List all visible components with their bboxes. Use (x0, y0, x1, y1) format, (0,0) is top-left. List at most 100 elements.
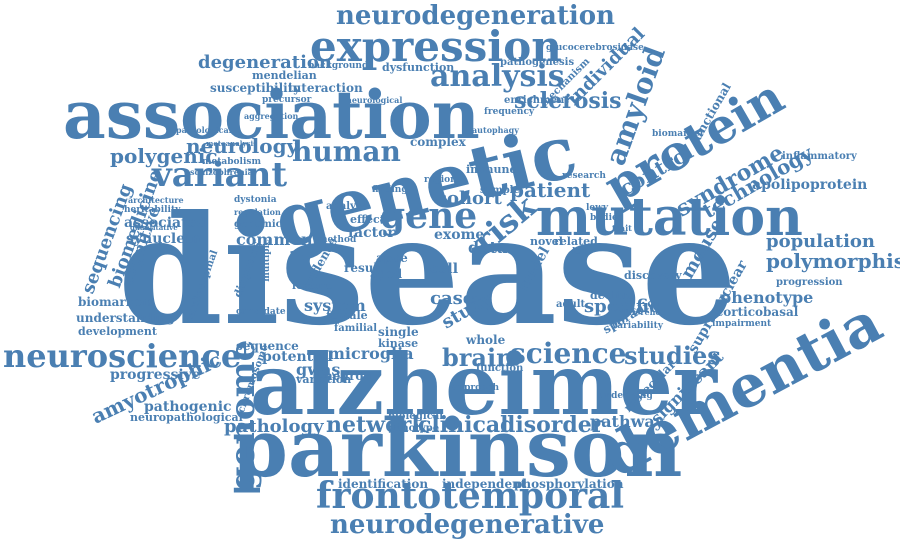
cloud-word-discovery: discovery (624, 269, 682, 282)
cloud-word-neurodegenerative: neurodegenerative (330, 510, 605, 540)
cloud-word-variability: variability (612, 321, 663, 331)
cloud-word-specific: specific (584, 296, 661, 317)
cloud-word-quantitative: quantitative (130, 223, 178, 232)
cloud-word-cell: cell (430, 261, 459, 277)
cloud-word-feature: feature (292, 281, 333, 292)
cloud-word-corticobasal: corticobasal (716, 305, 799, 319)
cloud-word-expression: expression (310, 22, 562, 71)
cloud-word-related: related (554, 235, 598, 248)
cloud-word-studies: studies (624, 341, 721, 370)
cloud-word-mendelian: mendelian (252, 69, 317, 82)
cloud-word-disease: disease (118, 183, 737, 359)
cloud-word-underlying: underlying (598, 391, 653, 401)
cloud-word-brain: brain (442, 343, 514, 372)
cloud-word-single: single (378, 325, 419, 339)
cloud-word-polymorphism: polymorphism (766, 249, 900, 273)
cloud-word-aged: aged (370, 267, 403, 281)
cloud-word-dysfunction: dysfunction (382, 61, 455, 74)
cloud-word-pathological: pathological (176, 125, 232, 135)
cloud-word-progression: progression (776, 277, 843, 288)
cloud-word-disorder: disorder (500, 412, 604, 438)
cloud-word-factor: factor (348, 225, 395, 241)
cloud-word-difference: difference (620, 307, 666, 317)
cloud-word-enrichment: enrichment (504, 95, 569, 106)
cloud-word-genomic: genomic (234, 219, 282, 230)
cloud-word-novel: novel (530, 235, 563, 248)
cloud-word-glucocerebrosidase: glucocerebrosidase (546, 43, 644, 53)
cloud-word-familial: familial (334, 323, 378, 334)
cloud-word-exome: exome (434, 227, 485, 243)
cloud-word-biomarker: biomarker (652, 129, 705, 139)
cloud-word-dystonia: dystonia (234, 195, 277, 205)
cloud-word-precursor: precursor (262, 95, 312, 105)
cloud-word-pathogenic: pathogenic (144, 399, 232, 415)
cloud-word-female: female (326, 309, 368, 322)
cloud-word-background: background (308, 61, 369, 71)
cloud-word-susceptibility: susceptibility (210, 81, 301, 95)
cloud-word-architecture: architecture (128, 195, 184, 205)
cloud-word-variant: variant (152, 155, 288, 195)
cloud-word-loci: loci (572, 247, 591, 257)
cloud-word-science: science (510, 337, 627, 370)
cloud-word-polygenic: polygenic (110, 144, 218, 168)
cloud-word-network: network (326, 412, 427, 438)
cloud-word-neuroscience: neuroscience (3, 337, 242, 375)
cloud-word-neurology: neurology (186, 134, 299, 158)
cloud-word-effect: effect (350, 213, 385, 226)
cloud-word-heritability: heritability (124, 205, 181, 215)
cloud-word-multiple: multiple (261, 239, 272, 282)
cloud-word-common: common (236, 230, 313, 249)
cloud-word-biomarkers: biomarkers (78, 295, 155, 309)
cloud-word-sample: sample (480, 185, 520, 196)
cloud-word-population: population (766, 231, 876, 252)
cloud-word-biological: biological (388, 411, 444, 422)
cloud-word-understanding: understanding (76, 311, 175, 325)
cloud-word-kinase: kinase (378, 337, 419, 350)
cloud-word-alzheimer: alzheimer (250, 335, 718, 434)
cloud-word-neuropathological: neuropathological (130, 411, 243, 424)
cloud-word-inflammatory: inflammatory (782, 151, 857, 162)
cloud-word-method: method (318, 235, 357, 245)
cloud-word-finding: finding (372, 185, 408, 195)
cloud-word-independent: independent (442, 477, 527, 491)
cloud-word-phosphorylation: phosphorylation (514, 477, 624, 491)
cloud-word-cohort: cohort (436, 188, 502, 209)
cloud-word-case: case (430, 288, 475, 309)
cloud-word-parkinson: parkinson (232, 401, 683, 495)
cloud-word-metaanalysis: metaanalysis (206, 139, 258, 148)
cloud-word-synuclein: synuclein (126, 231, 201, 247)
cloud-word-neurodegeneration: neurodegeneration (336, 1, 615, 31)
cloud-word-candidate: candidate (236, 307, 286, 317)
cloud-word-trait: trait (612, 223, 632, 233)
cloud-word-variation: variation (296, 373, 352, 386)
cloud-word-system: system (304, 296, 366, 315)
cloud-word-immune: immune (466, 163, 517, 176)
cloud-word-microglia: microglia (328, 344, 414, 363)
cloud-word-interaction: interaction (288, 81, 363, 95)
cloud-word-degeneration: degeneration (198, 52, 333, 73)
cloud-word-potential: potential (262, 349, 333, 365)
cloud-word-regulation: regulation (234, 207, 281, 217)
cloud-word-decline: decline (590, 289, 635, 302)
cloud-word-clinical: clinical (418, 412, 509, 438)
cloud-word-apoe: apoe (376, 251, 408, 265)
cloud-word-mutation: mutation (536, 187, 803, 248)
cloud-word-analyse: analyse (326, 201, 368, 212)
cloud-word-development: development (78, 325, 158, 338)
cloud-word-region: region (424, 175, 457, 185)
cloud-word-genotype: genotype (388, 423, 440, 434)
cloud-word-data: data (468, 238, 508, 257)
cloud-word-metabolism: metabolism (202, 157, 261, 167)
cloud-word-gwas: gwas (296, 360, 341, 379)
cloud-word-analysis: analysis (430, 59, 565, 94)
cloud-word-sclerosis: sclerosis (514, 88, 622, 114)
cloud-word-lewy: lewy (586, 203, 609, 213)
cloud-word-phenotype: phenotype (720, 288, 814, 307)
cloud-word-autophagy: autophagy (472, 125, 519, 135)
cloud-word-gene: gene (380, 195, 478, 237)
cloud-word-associated: associated (124, 215, 207, 231)
cloud-word-neurological: neurological (346, 95, 403, 105)
cloud-word-whole: whole (466, 333, 506, 347)
cloud-word-apolipoprotein: apolipoprotein (752, 177, 868, 193)
